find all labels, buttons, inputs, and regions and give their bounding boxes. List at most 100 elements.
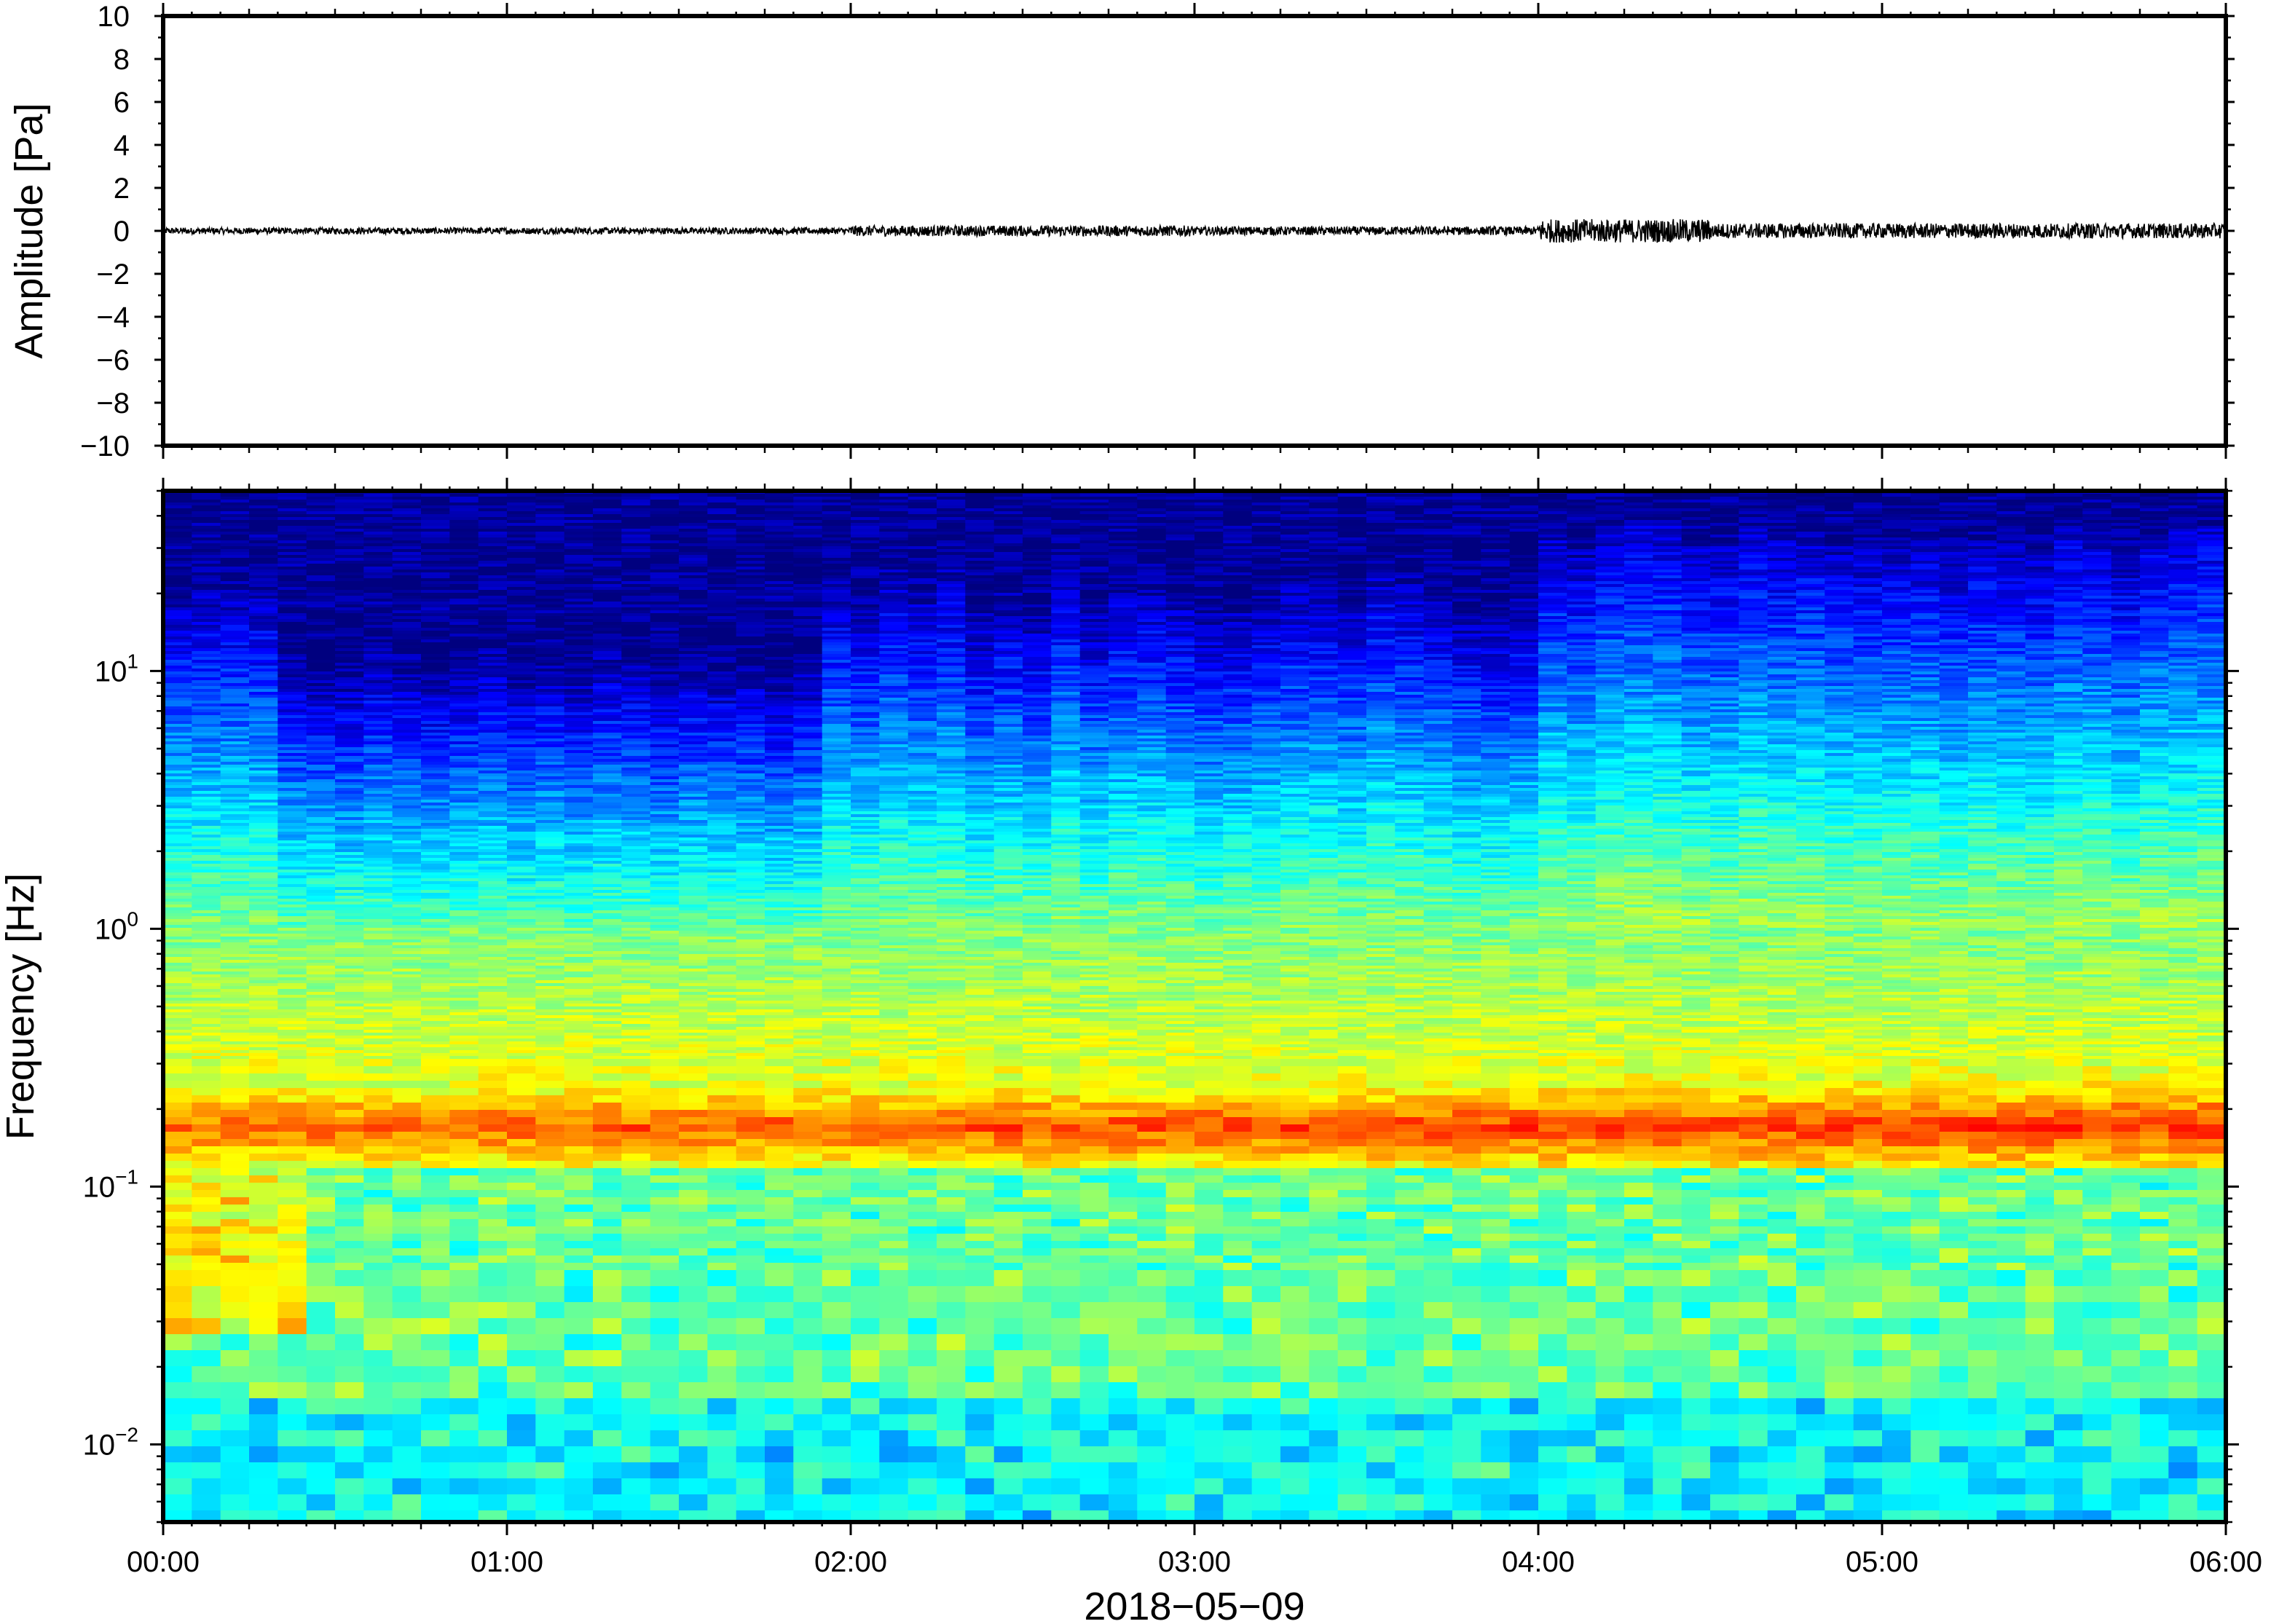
spectrogram-cell bbox=[621, 706, 651, 710]
spectrogram-cell bbox=[564, 919, 594, 923]
spectrogram-cell bbox=[249, 674, 278, 678]
spectrogram-cell bbox=[392, 1510, 422, 1523]
spectrogram-cell bbox=[335, 1033, 364, 1036]
spectrogram-cell bbox=[220, 607, 250, 611]
spectrogram-cell bbox=[392, 945, 422, 949]
spectrogram-cell bbox=[421, 546, 450, 550]
spectrogram-cell bbox=[621, 567, 651, 570]
waveform-frame bbox=[161, 14, 2228, 448]
spectrogram-cell bbox=[621, 581, 651, 585]
spectrogram-cell bbox=[478, 634, 508, 637]
spectrogram-cell bbox=[535, 1024, 565, 1028]
spectrogram-cell bbox=[564, 910, 594, 914]
spectrogram-cell bbox=[449, 776, 479, 780]
spectrogram-cell bbox=[192, 494, 221, 497]
spectrogram-cell bbox=[392, 937, 422, 940]
spectrogram-cell bbox=[220, 1318, 250, 1335]
spectrogram-cell bbox=[593, 639, 622, 643]
spectrogram-cell bbox=[621, 1024, 651, 1028]
spectrogram-cell bbox=[707, 1041, 737, 1045]
spectrogram-cell bbox=[392, 1248, 422, 1256]
spectrogram-cell bbox=[363, 960, 393, 963]
spectrogram-cell bbox=[621, 759, 651, 762]
spectrogram-cell bbox=[249, 1234, 278, 1242]
spectrogram-cell bbox=[335, 1256, 364, 1264]
spectrogram-cell bbox=[593, 558, 622, 561]
spectrogram-cell bbox=[421, 992, 450, 996]
spectrogram-cell bbox=[679, 689, 708, 693]
spectrogram-cell bbox=[192, 1015, 221, 1019]
spectrogram-cell bbox=[363, 797, 393, 800]
spectrogram-cell bbox=[392, 564, 422, 567]
spectrogram-cell bbox=[679, 1124, 708, 1132]
spectrogram-cell bbox=[621, 858, 651, 862]
spectrogram-cell bbox=[478, 937, 508, 940]
spectrogram-cell bbox=[192, 1021, 221, 1025]
spectrogram-cell bbox=[278, 805, 307, 809]
spectrogram-cell bbox=[421, 808, 450, 812]
spectrogram-cell bbox=[220, 942, 250, 946]
spectrogram-cell bbox=[249, 995, 278, 998]
spectrogram-cell bbox=[335, 1050, 364, 1054]
spectrogram-cell bbox=[306, 794, 336, 797]
spectrogram-cell bbox=[363, 939, 393, 943]
spectrogram-cell bbox=[249, 508, 278, 512]
spectrogram-cell bbox=[707, 1015, 737, 1019]
spectrogram-cell bbox=[478, 677, 508, 681]
spectrogram-cell bbox=[249, 540, 278, 544]
spectrogram-cell bbox=[449, 532, 479, 535]
spectrogram-cell bbox=[192, 814, 221, 818]
spectrogram-cell bbox=[535, 785, 565, 789]
spectrogram-cell bbox=[363, 779, 393, 783]
spectrogram-cell bbox=[478, 610, 508, 614]
spectrogram-cell bbox=[593, 1494, 622, 1511]
spectrogram-cell bbox=[449, 1212, 479, 1220]
spectrogram-cell bbox=[707, 1027, 737, 1030]
spectrogram-cell bbox=[650, 1041, 680, 1045]
spectrogram-cell bbox=[564, 651, 594, 655]
spectrogram-cell bbox=[621, 910, 651, 914]
spectrogram-cell bbox=[593, 1018, 622, 1022]
spectrogram-cell bbox=[564, 983, 594, 987]
spectrogram-cell bbox=[507, 788, 536, 792]
spectrogram-cell bbox=[507, 983, 536, 987]
spectrogram-cell bbox=[220, 508, 250, 512]
spectrogram-cell bbox=[650, 654, 680, 658]
spectrogram-cell bbox=[564, 529, 594, 532]
spectrogram-cell bbox=[507, 532, 536, 535]
spectrogram-cell bbox=[306, 832, 336, 835]
spectrogram-cell bbox=[163, 899, 192, 902]
spectrogram-cell bbox=[449, 502, 479, 506]
spectrogram-cell bbox=[220, 552, 250, 556]
spectrogram-cell bbox=[621, 791, 651, 795]
spectrogram-cell bbox=[306, 517, 336, 521]
spectrogram-cell bbox=[650, 980, 680, 984]
spectrogram-cell bbox=[306, 872, 336, 876]
spectrogram-cell bbox=[392, 1161, 422, 1169]
spectrogram-cell bbox=[650, 974, 680, 978]
spectrogram-cell bbox=[679, 1095, 708, 1103]
spectrogram-cell bbox=[593, 535, 622, 538]
spectrogram-cell bbox=[564, 805, 594, 809]
spectrogram-cell bbox=[449, 520, 479, 524]
spectrogram-cell bbox=[249, 840, 278, 844]
spectrogram-cell bbox=[249, 989, 278, 993]
spectrogram-cell bbox=[335, 1190, 364, 1198]
spectrogram-cell bbox=[363, 1012, 393, 1016]
spectrogram-cell bbox=[564, 689, 594, 693]
spectrogram-cell bbox=[192, 890, 221, 894]
spectrogram-cell bbox=[392, 1270, 422, 1287]
spectrogram-cell bbox=[249, 910, 278, 914]
spectrogram-cell bbox=[564, 922, 594, 926]
spectrogram-cell bbox=[249, 628, 278, 631]
spectrogram-cell bbox=[249, 916, 278, 920]
spectrogram-cell bbox=[249, 1024, 278, 1028]
spectrogram-cell bbox=[650, 1124, 680, 1132]
spectrogram-cell bbox=[306, 910, 336, 914]
spectrogram-cell bbox=[421, 587, 450, 591]
spectrogram-cell bbox=[564, 896, 594, 899]
spectrogram-cell bbox=[220, 1334, 250, 1351]
spectrogram-cell bbox=[478, 671, 508, 675]
spectrogram-cell bbox=[421, 890, 450, 894]
spectrogram-cell bbox=[707, 1124, 737, 1132]
